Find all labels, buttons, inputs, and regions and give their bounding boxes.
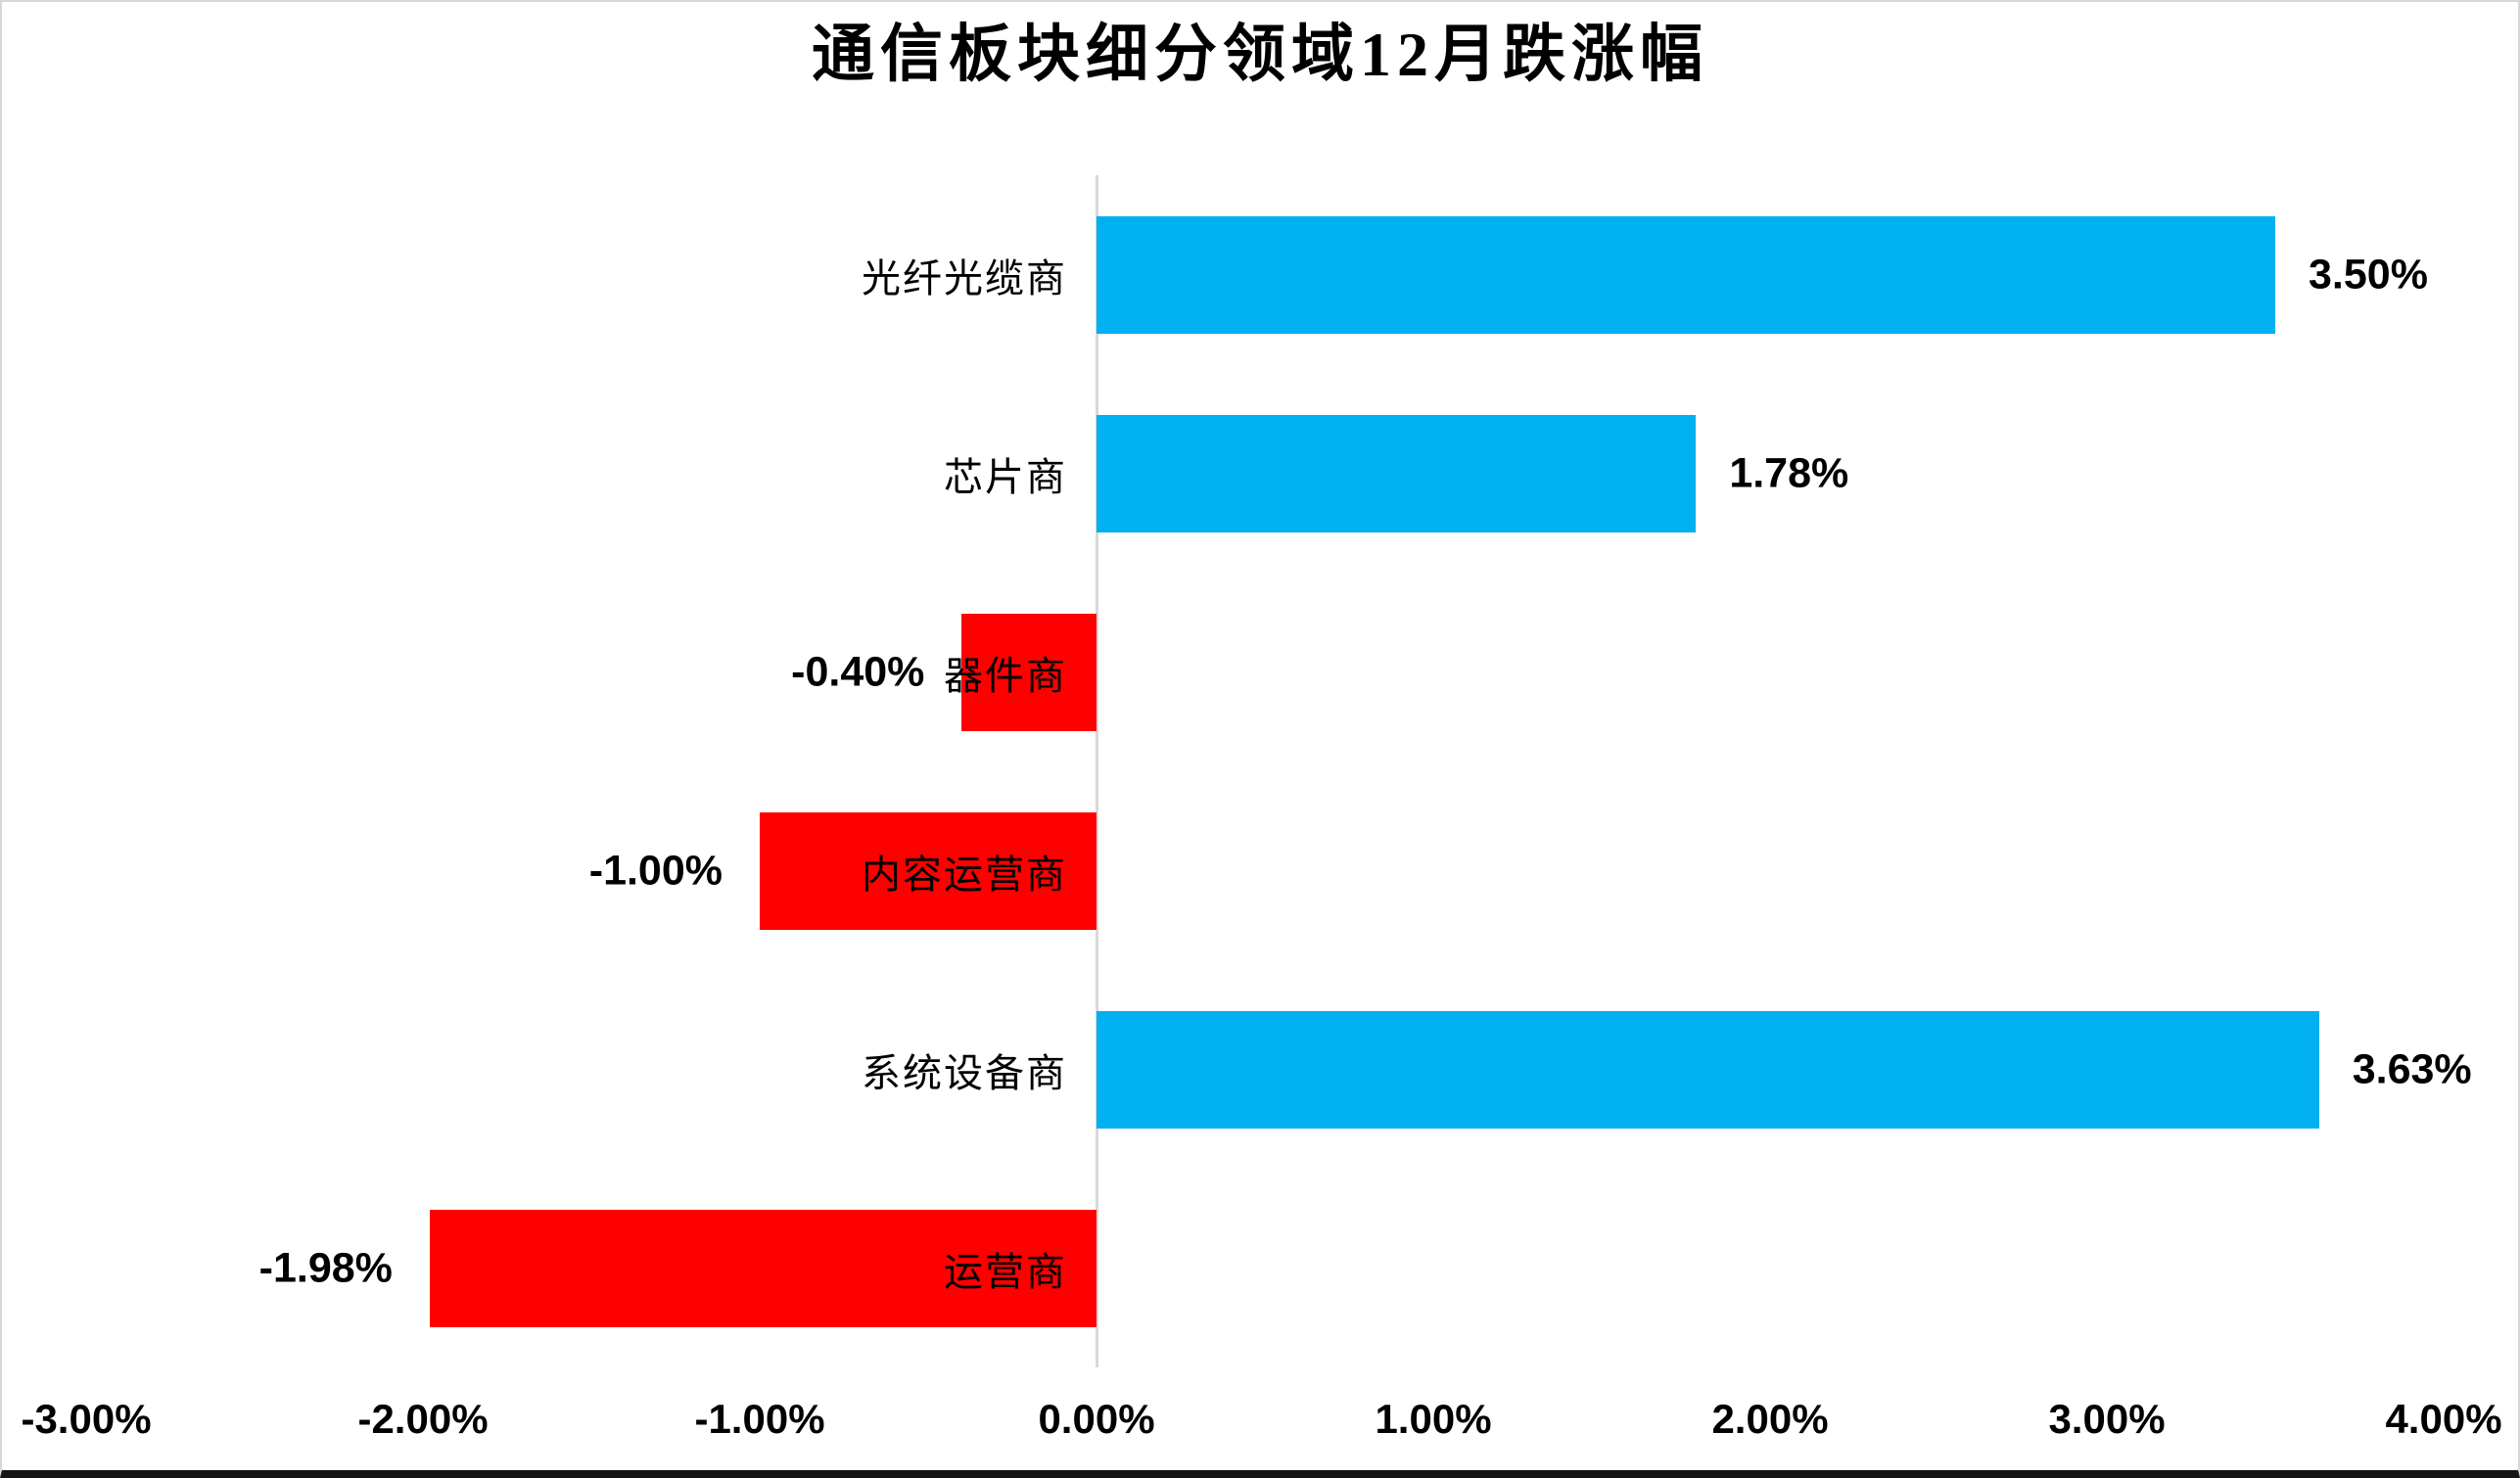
chart-title: 通信板块细分领域12月跌涨幅 bbox=[812, 20, 1708, 89]
category-label: 光纤光缆商 bbox=[862, 255, 1067, 300]
bar bbox=[429, 1209, 1097, 1327]
category-label: 内容运营商 bbox=[862, 852, 1067, 897]
value-label: -1.98% bbox=[258, 1244, 393, 1291]
x-axis-tick-label: 3.00% bbox=[2048, 1396, 2166, 1442]
x-axis-tick-label: 0.00% bbox=[1038, 1396, 1155, 1442]
value-label: 1.78% bbox=[1729, 449, 1849, 496]
category-label: 芯片商 bbox=[944, 454, 1067, 499]
x-axis-tick-label: 2.00% bbox=[1711, 1396, 1829, 1442]
bar bbox=[1097, 414, 1697, 532]
value-label: -1.00% bbox=[588, 847, 723, 894]
value-label: 3.63% bbox=[2352, 1045, 2472, 1092]
category-label: 器件商 bbox=[944, 653, 1067, 698]
x-axis-tick-label: -1.00% bbox=[694, 1396, 825, 1442]
bar bbox=[1097, 215, 2275, 334]
bar bbox=[760, 811, 1097, 930]
category-label: 运营商 bbox=[944, 1249, 1067, 1294]
x-axis-tick-label: -2.00% bbox=[357, 1396, 489, 1442]
category-label: 系统设备商 bbox=[862, 1050, 1067, 1095]
bar bbox=[961, 613, 1097, 731]
x-axis-tick-label: -3.00% bbox=[21, 1396, 152, 1442]
value-label: 3.50% bbox=[2309, 251, 2428, 298]
x-axis-tick-label: 1.00% bbox=[1375, 1396, 1492, 1442]
x-axis-tick-label: 4.00% bbox=[2385, 1396, 2502, 1442]
bar bbox=[1097, 1010, 2319, 1129]
zero-axis-line bbox=[1095, 175, 1098, 1367]
value-label: -0.40% bbox=[791, 648, 925, 695]
